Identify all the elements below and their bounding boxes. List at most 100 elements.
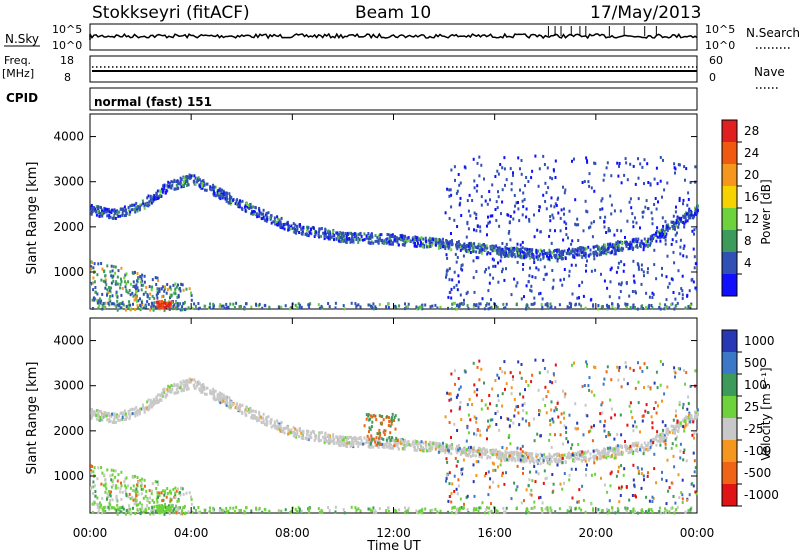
velocity-echo — [342, 438, 345, 442]
velocity-echo — [434, 447, 437, 451]
power-echo — [632, 237, 635, 241]
power-echo — [561, 252, 564, 256]
velocity-echo — [659, 383, 662, 387]
velocity-echo — [175, 391, 178, 395]
velocity-echo — [225, 395, 228, 399]
power-echo — [623, 263, 626, 267]
power-echo — [607, 227, 610, 230]
power-echo — [478, 242, 481, 246]
power-echo — [339, 232, 342, 236]
power-echo — [333, 238, 335, 242]
velocity-echo — [338, 441, 341, 445]
power-echo — [455, 260, 458, 264]
power-echo — [125, 211, 128, 215]
velocity-echo — [686, 416, 689, 419]
velocity-echo — [684, 417, 686, 420]
power-echo — [185, 175, 188, 179]
power-echo — [476, 161, 479, 165]
velocity-echo — [587, 458, 590, 462]
velocity-echo — [172, 511, 175, 515]
power-echo — [453, 165, 456, 169]
velocity-echo — [219, 507, 222, 511]
power-echo — [194, 176, 197, 180]
power-echo — [209, 302, 211, 306]
power-echo — [367, 303, 370, 307]
power-echo — [416, 307, 418, 311]
velocity-echo — [387, 444, 390, 448]
power-echo — [324, 230, 327, 234]
velocity-echo — [105, 414, 108, 418]
velocity-echo — [236, 402, 239, 406]
power-echo — [657, 200, 659, 204]
power-echo — [548, 234, 551, 238]
velocity-echo — [110, 478, 113, 482]
velocity-echo — [176, 506, 179, 510]
power-echo — [146, 196, 149, 200]
velocity-echo — [484, 403, 487, 407]
power-echo — [116, 308, 119, 312]
velocity-echo — [143, 478, 146, 482]
power-echo — [549, 251, 552, 255]
power-echo — [104, 278, 107, 282]
velocity-echo — [187, 380, 190, 383]
power-echo — [622, 269, 625, 273]
velocity-echo — [490, 509, 493, 513]
velocity-echo — [280, 420, 283, 424]
power-echo — [318, 228, 321, 232]
power-echo — [325, 235, 328, 239]
velocity-echo — [560, 455, 563, 459]
velocity-echo — [647, 441, 650, 445]
velocity-echo — [673, 430, 676, 434]
velocity-echo — [108, 418, 111, 421]
velocity-echo — [607, 450, 610, 454]
power-echo — [107, 291, 110, 295]
velocity-echo — [183, 512, 186, 516]
power-echo — [161, 295, 164, 299]
velocity-echo — [111, 498, 114, 502]
power-echo — [655, 229, 658, 233]
velocity-echo — [636, 447, 638, 451]
velocity-echo — [230, 400, 232, 404]
velocity-echo — [121, 490, 124, 494]
velocity-echo — [124, 489, 127, 493]
power-echo — [195, 180, 198, 184]
velocity-echo — [287, 429, 290, 433]
power-echo — [546, 166, 549, 170]
velocity-echo — [116, 415, 119, 419]
power-echo — [151, 285, 153, 289]
power-echo — [614, 247, 617, 251]
velocity-echo — [369, 438, 372, 442]
power-echo — [694, 165, 697, 169]
velocity-echo — [450, 511, 453, 515]
power-echo — [576, 217, 579, 221]
velocity-echo — [619, 494, 622, 497]
power-echo — [580, 254, 583, 258]
power-echo — [406, 236, 409, 240]
velocity-echo — [661, 399, 663, 403]
power-echo — [134, 293, 137, 297]
velocity-echo — [223, 510, 226, 514]
power-echo — [643, 237, 646, 241]
power-echo — [284, 304, 287, 308]
power-echo — [121, 286, 124, 290]
power-echo — [565, 226, 568, 230]
power-echo — [521, 199, 524, 203]
velocity-echo — [287, 432, 290, 436]
velocity-echo — [609, 455, 612, 459]
power-echo — [429, 244, 432, 248]
velocity-echo — [558, 460, 561, 464]
power-echo — [294, 223, 297, 227]
power-echo — [158, 290, 161, 293]
velocity-echo — [280, 509, 283, 513]
velocity-echo — [110, 485, 113, 489]
power-echo — [489, 306, 492, 310]
velocity-echo — [295, 435, 298, 439]
velocity-echo — [625, 448, 628, 452]
power-echo — [163, 301, 166, 305]
power-echo — [665, 232, 668, 236]
power-echo — [625, 303, 628, 307]
power-echo — [507, 254, 510, 258]
power-echo — [554, 202, 557, 206]
power-echo — [459, 196, 462, 200]
velocity-echo — [140, 487, 143, 491]
